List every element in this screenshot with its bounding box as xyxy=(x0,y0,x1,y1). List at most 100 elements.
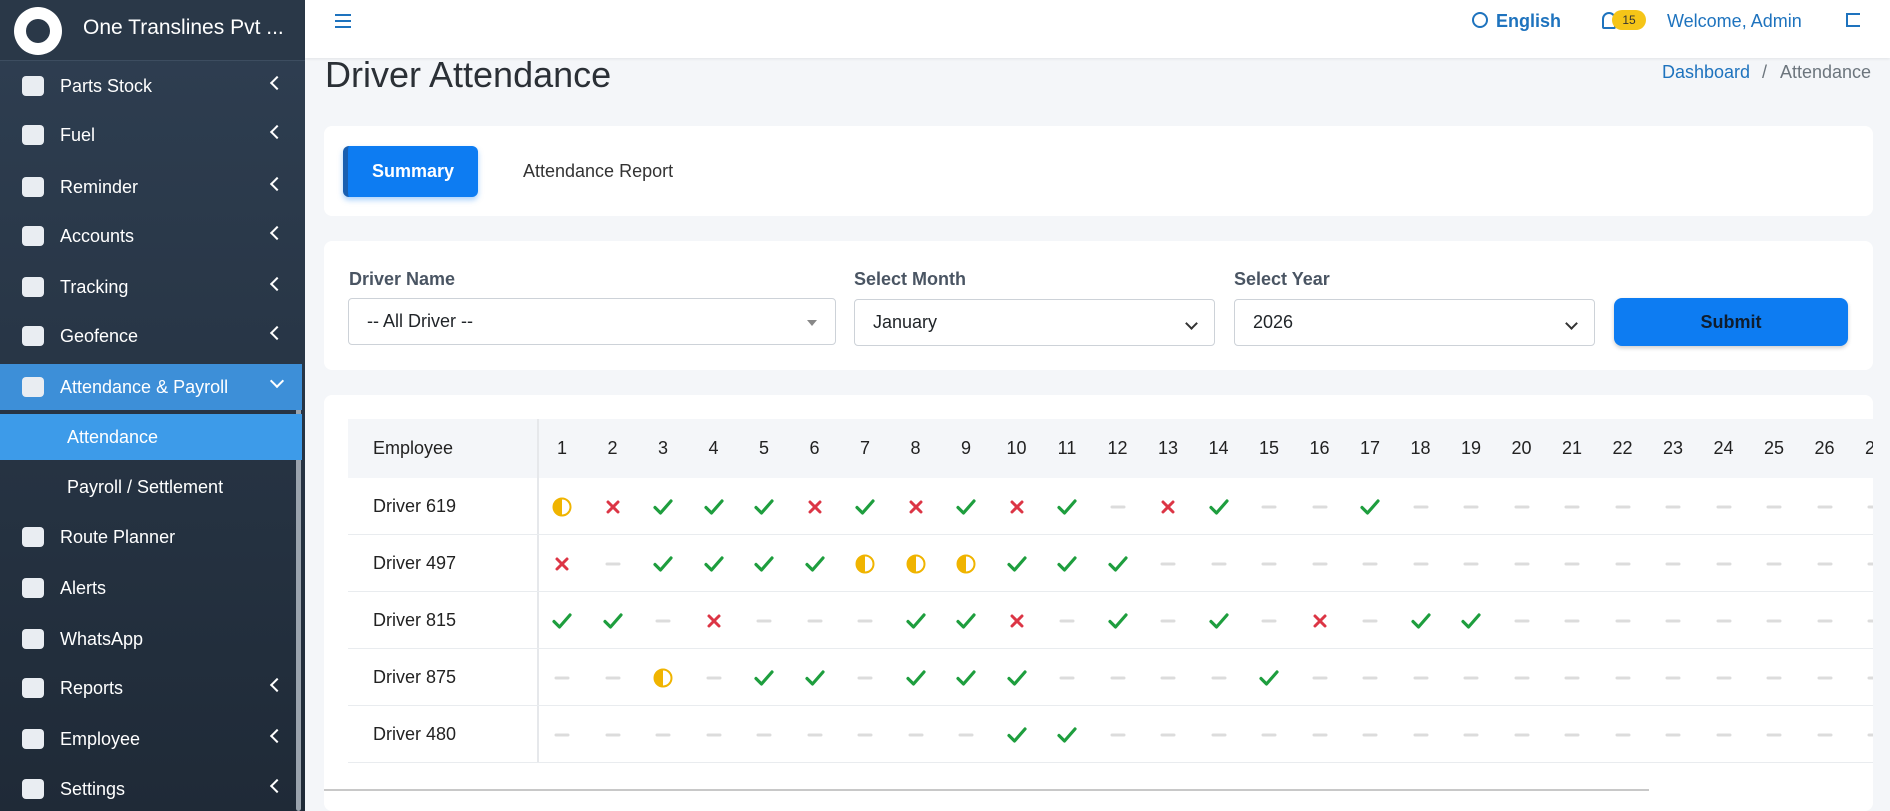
menu-icon xyxy=(22,226,44,246)
status-present xyxy=(1006,726,1027,743)
status-none xyxy=(1312,505,1327,508)
status-none xyxy=(1665,733,1681,736)
status-none xyxy=(807,619,822,622)
row-divider xyxy=(348,762,1873,763)
menu-label: Reports xyxy=(60,677,124,698)
year-label: Select Year xyxy=(1234,269,1330,289)
tab-report[interactable]: Attendance Report xyxy=(523,161,674,181)
status-present xyxy=(653,498,673,515)
status-none xyxy=(1110,505,1125,508)
status-none xyxy=(1817,676,1832,679)
brand-bar: One Translines Pvt ... xyxy=(0,0,305,61)
status-none xyxy=(1362,676,1378,679)
status-present xyxy=(804,669,825,686)
filter-card: Driver Name -- All Driver -- Select Mont… xyxy=(324,241,1873,370)
horizontal-scrollbar[interactable] xyxy=(324,789,1649,791)
menu-item[interactable]: Accounts xyxy=(0,213,302,259)
status-none xyxy=(1160,733,1176,736)
submit-button[interactable]: Submit xyxy=(1614,298,1848,346)
scrollbar[interactable] xyxy=(296,370,301,811)
menu-item[interactable]: Payroll / Settlement xyxy=(0,464,302,510)
menu-item[interactable]: Employee xyxy=(0,716,302,762)
logout-icon[interactable] xyxy=(1846,13,1860,27)
menu-item[interactable]: Geofence xyxy=(0,313,302,359)
status-none xyxy=(1211,733,1226,736)
welcome[interactable]: Welcome, Admin xyxy=(1667,11,1802,31)
status-none xyxy=(1514,676,1529,679)
status-none xyxy=(1615,619,1630,622)
status-none xyxy=(1312,733,1327,736)
menu-label: Employee xyxy=(60,728,141,749)
year-select[interactable]: 2026 xyxy=(1234,299,1595,346)
th-day: 17 xyxy=(1359,437,1381,458)
globe-icon xyxy=(1472,12,1488,28)
status-present xyxy=(956,669,976,686)
tab-summary[interactable]: Summary xyxy=(343,146,478,197)
month-value: January xyxy=(873,312,938,332)
menu-item[interactable]: Attendance & Payroll xyxy=(0,364,302,410)
driver-select[interactable]: -- All Driver -- xyxy=(348,298,836,345)
status-none xyxy=(756,733,772,736)
menu-icon xyxy=(22,779,44,799)
menu-item[interactable]: Reports xyxy=(0,665,302,711)
menu-item[interactable]: Parts Stock xyxy=(0,63,302,109)
status-none xyxy=(1615,562,1630,565)
page-title: Driver Attendance xyxy=(325,54,612,95)
menu-item[interactable]: WhatsApp xyxy=(0,616,302,662)
status-absent xyxy=(707,614,720,627)
status-none xyxy=(1312,676,1327,679)
menu-icon xyxy=(22,578,44,598)
month-label: Select Month xyxy=(854,269,967,289)
status-none xyxy=(857,676,873,679)
language[interactable]: English xyxy=(1496,11,1562,31)
menu-item[interactable]: Attendance xyxy=(0,414,302,460)
brand-logo[interactable] xyxy=(14,7,62,55)
th-day: 11 xyxy=(1057,437,1077,458)
th-day: 26 xyxy=(1814,437,1835,458)
status-none xyxy=(1665,562,1681,565)
menu-item[interactable]: Fuel xyxy=(0,112,302,158)
th-day: 5 xyxy=(758,437,769,458)
chevron xyxy=(269,677,285,693)
th-day: 3 xyxy=(657,437,668,458)
status-none xyxy=(807,733,822,736)
driver-name: Driver 497 xyxy=(373,552,457,573)
month-select[interactable]: January xyxy=(854,299,1215,346)
status-present xyxy=(754,669,774,686)
brand-name[interactable]: One Translines Pvt ... xyxy=(83,16,284,39)
menu-label: Attendance xyxy=(67,426,159,447)
status-none xyxy=(1615,733,1630,736)
menu-icon xyxy=(22,326,44,346)
status-none xyxy=(1463,505,1479,508)
status-present xyxy=(956,498,976,515)
status-none xyxy=(1817,505,1832,508)
menu-icon xyxy=(22,527,44,547)
menu-icon xyxy=(22,76,44,96)
menu-item[interactable]: Tracking xyxy=(0,264,302,310)
menu-label: WhatsApp xyxy=(60,628,144,649)
status-none xyxy=(1716,733,1731,736)
menu-item[interactable]: Settings xyxy=(0,766,302,811)
menu-item[interactable]: Alerts xyxy=(0,565,302,611)
th-day: 24 xyxy=(1713,437,1734,458)
status-none xyxy=(1615,676,1630,679)
attendance-table: Employee 1 2 3 4 5 6 7 8 9 10 11 12 13 14 15 16 17 18 19 20 2… xyxy=(348,419,1873,789)
th-day: 14 xyxy=(1208,437,1229,458)
year-value: 2026 xyxy=(1253,312,1294,332)
menu-item[interactable]: Reminder xyxy=(0,164,302,210)
menu-item[interactable]: Route Planner xyxy=(0,514,302,560)
breadcrumb-link[interactable]: Dashboard xyxy=(1662,62,1751,82)
menu-icon xyxy=(22,177,44,197)
status-absent xyxy=(808,500,821,513)
status-none xyxy=(1463,676,1479,679)
menu-toggle[interactable] xyxy=(335,14,351,28)
status-none xyxy=(1867,619,1873,622)
status-none xyxy=(1362,619,1378,622)
status-none xyxy=(908,733,923,736)
status-none xyxy=(605,676,620,679)
breadcrumb-separator: / xyxy=(1762,62,1768,82)
th-day: 8 xyxy=(910,437,921,458)
status-present xyxy=(1208,498,1229,515)
status-none xyxy=(1514,505,1529,508)
status-none xyxy=(1867,733,1873,736)
